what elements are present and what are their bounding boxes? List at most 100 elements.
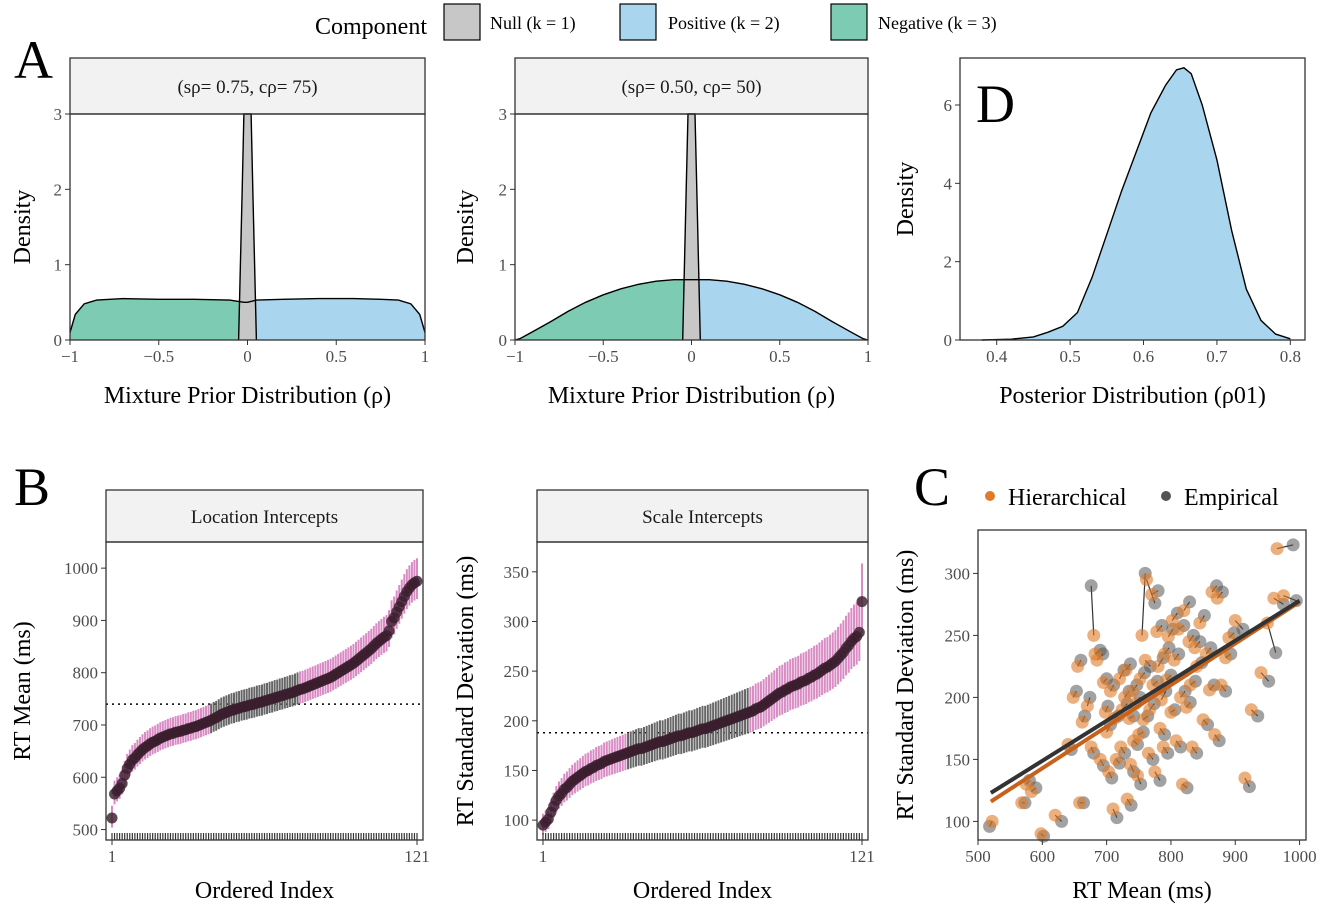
panel-c-point-hierarchical (1150, 625, 1164, 639)
panel-b-scale: Scale Intercepts 100 150 200 250 300 350 1 121 Or… (453, 489, 875, 904)
panel-d-xtick-label: 0.6 (1133, 347, 1154, 366)
panel-c-point-hierarchical (1156, 740, 1170, 754)
panel-c-point-hierarchical (1158, 647, 1172, 661)
panel-c-point-empirical (1269, 646, 1283, 660)
panel-c-point-hierarchical (1034, 827, 1048, 841)
panel-c-point-hierarchical (1238, 771, 1252, 785)
panel-c-point-empirical (1286, 538, 1300, 552)
panel-c-point-empirical (1262, 674, 1276, 688)
panel-c-point-hierarchical (1106, 802, 1120, 816)
panel-b-scale-point (856, 596, 868, 608)
panel-c-ytick-label: 250 (945, 626, 971, 645)
panel-a-right-xlabel: Mixture Prior Distribution (ρ) (548, 383, 835, 409)
panel-letter-a: A (14, 30, 53, 90)
panel-d-ytick-label: 0 (944, 331, 953, 350)
panel-c-point-hierarchical (1219, 651, 1233, 665)
panel-a-left-strip-label: (sρ= 0.75, cρ= 75) (177, 77, 317, 98)
panel-c-point-hierarchical (1109, 752, 1123, 766)
panel-c-fit-empirical (989, 598, 1301, 795)
panel-c-point-hierarchical (1066, 690, 1080, 704)
panel-c-point-hierarchical (1015, 796, 1029, 810)
panel-a-left-xtick-label: −1 (61, 347, 79, 366)
panel-c-xtick-label: 600 (1030, 847, 1056, 866)
panel-d-line (981, 67, 1291, 341)
panel-b-location-point (411, 575, 423, 587)
panel-c-ytick-label: 100 (945, 812, 971, 831)
panel-c-point-hierarchical (1177, 604, 1191, 618)
panel-b-location-ytick-label: 900 (73, 611, 99, 630)
panel-c-point-hierarchical (1183, 678, 1197, 692)
panel-b-location-xtick-label: 121 (404, 847, 430, 866)
panel-a-left-area-negative (70, 298, 248, 340)
panel-a-right-line-negative (514, 279, 692, 341)
panel-c-point-hierarchical (1210, 591, 1224, 605)
legend-title: Component (315, 14, 427, 40)
panel-a-right-xtick-label: 0 (687, 347, 696, 366)
panel-c-point-hierarchical (1208, 728, 1222, 742)
panel-c-point-hierarchical (1244, 703, 1258, 717)
panel-a-left-ytick-label: 1 (54, 256, 63, 275)
panel-b-scale-strip-bg (536, 489, 869, 543)
panel-d-ytick-label: 6 (944, 96, 953, 115)
panel-a-left-area-positive (247, 298, 425, 340)
panel-c-point-hierarchical (1024, 785, 1038, 799)
panel-c-point-hierarchical (1084, 740, 1098, 754)
panel-b-scale-ytick-label: 100 (504, 811, 530, 830)
panel-d-frame (959, 57, 1306, 341)
panel-c-point-hierarchical (1102, 765, 1116, 779)
panel-c-point-hierarchical (1167, 653, 1181, 667)
panel-a-left-ytick-label: 3 (54, 105, 63, 124)
panel-b-location-point (106, 812, 118, 824)
panel-c-point-hierarchical (1141, 746, 1155, 760)
panel-c-point-hierarchical (1151, 659, 1165, 673)
panel-b-location: Location Intercepts 500 600 700 800 900 1000 1 1… (10, 489, 430, 904)
panel-c-point-hierarchical (1125, 684, 1139, 698)
panel-b-scale-ylabel: RT Standard Deviation (ms) (453, 556, 479, 827)
legend-dot-hierarchical (985, 491, 995, 501)
panel-c-point-hierarchical (1135, 628, 1149, 642)
legend-key-null (443, 3, 481, 41)
panel-b-location-frame (105, 541, 424, 841)
panel-a-left-ytick-label: 2 (54, 180, 63, 199)
panel-b-scale-point (853, 626, 865, 638)
panel-c-point-hierarchical (1193, 616, 1207, 630)
legend-label-empirical: Empirical (1184, 485, 1279, 511)
panel-b-location-strip-label: Location Intercepts (191, 507, 338, 528)
panel-c-fit-hierarchical (989, 600, 1301, 804)
panel-d-xtick-label: 0.8 (1280, 347, 1301, 366)
panel-b-location-ytick-label: 700 (73, 716, 99, 735)
panel-b-location-ytick-label: 600 (73, 768, 99, 787)
panel-a-left-line-negative (69, 297, 248, 333)
panel-c-point-hierarchical (1138, 653, 1152, 667)
panel-a-right-ytick-label: 1 (499, 256, 508, 275)
panel-b-location-ytick-label: 500 (73, 821, 99, 840)
panel-a-right-ytick-label: 2 (499, 180, 508, 199)
panel-c-xtick-label: 800 (1158, 847, 1184, 866)
panel-a-left-xlabel: Mixture Prior Distribution (ρ) (104, 383, 391, 409)
panel-a-left-strip-bg (69, 57, 426, 115)
panel-c-ytick-label: 200 (945, 688, 971, 707)
panel-a-left-ytick-label: 0 (54, 331, 63, 350)
panel-b-location-point (383, 625, 395, 637)
panel-c-point-hierarchical (1133, 672, 1147, 686)
panel-c-point-hierarchical (1214, 678, 1228, 692)
panel-c-point-hierarchical (1161, 630, 1175, 644)
panel-c-xlabel: RT Mean (ms) (1072, 878, 1211, 904)
panel-a-left-xtick-label: 1 (421, 347, 430, 366)
panel-a-left-line-positive (247, 297, 426, 333)
panel-a-right-xtick-label: 0.5 (769, 347, 790, 366)
panel-a-left-ylabel: Density (10, 190, 36, 265)
legend-label-null: Null (k = 1) (490, 13, 576, 34)
panel-a-right-ytick-label: 0 (499, 331, 508, 350)
panel-c-point-hierarchical (1136, 713, 1150, 727)
panel-c-point-hierarchical (1145, 587, 1159, 601)
panel-a-right-strip-bg (514, 57, 869, 115)
panel-c-point-empirical (1084, 579, 1098, 593)
panel-c-scatter: 100 150 200 250 300 500 600 700 800 900 1000 RT Mea… (893, 529, 1317, 904)
legend-label-negative: Negative (k = 3) (878, 13, 997, 34)
panel-b-scale-ytick-label: 300 (504, 612, 530, 631)
panel-c-point-hierarchical (1071, 659, 1085, 673)
panel-c-point-hierarchical (1120, 792, 1134, 806)
panel-c-point-hierarchical (1172, 622, 1186, 636)
panel-c-frame (977, 529, 1307, 841)
